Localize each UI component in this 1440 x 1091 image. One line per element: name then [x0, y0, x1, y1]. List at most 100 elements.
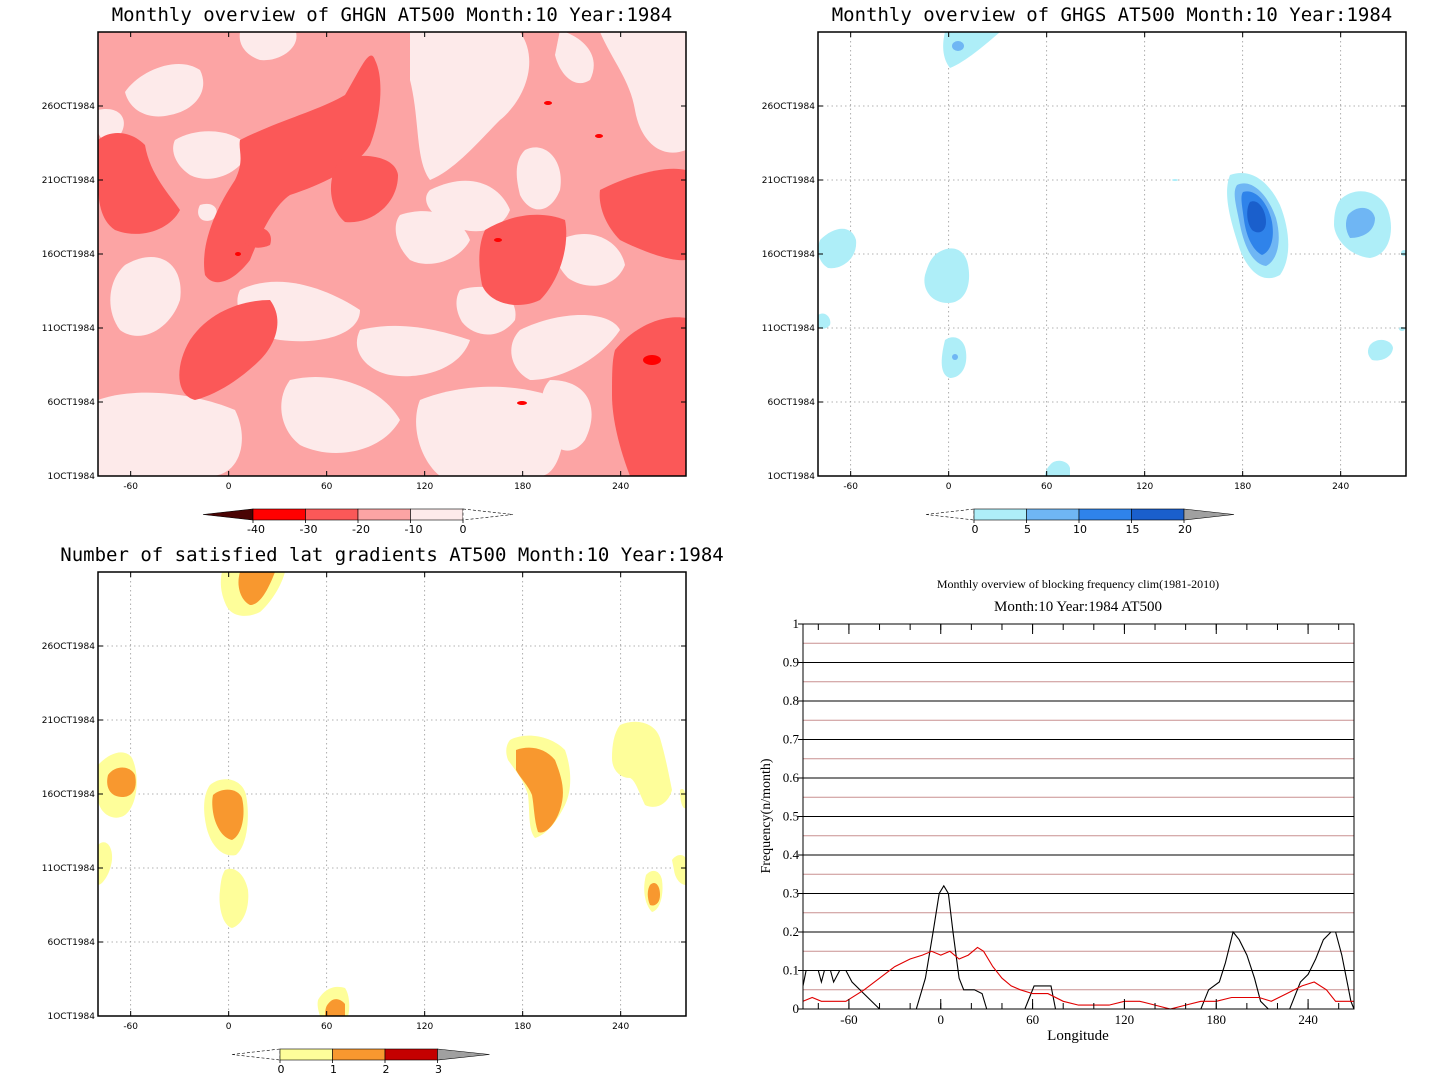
ghgs-colorbar-over-triangle [1183, 508, 1235, 521]
blocking-series-black-line [802, 884, 1355, 1010]
blocking-ylabel: Frequency(n/month) [759, 758, 774, 873]
lat-gradients-title: Number of satisfied lat gradients AT500 … [60, 544, 723, 566]
ghgs-level-15-20 [1247, 201, 1266, 233]
ghgn-y-tick-label: 26OCT1984 [42, 102, 95, 112]
blocking-y-tick-label: 0.2 [783, 924, 799, 939]
ghgn-field [98, 32, 686, 476]
ghgs-y-tick-label: 16OCT1984 [762, 250, 815, 260]
ghgs-colorbar-label: 10 [1073, 523, 1087, 536]
ghgs-field [818, 32, 1406, 476]
ghgn-colorbar-label: -10 [405, 523, 423, 536]
blocking-x-tick-label: 180 [1207, 1012, 1227, 1027]
lat-y-tick-label: 16OCT1984 [42, 790, 95, 800]
ghgs-colorbar-label: 0 [972, 523, 979, 536]
ghgs-x-tick-label: 0 [946, 482, 952, 492]
lat-colorbar-swatch [384, 1048, 438, 1061]
blocking-y-tick-label: 0.5 [783, 809, 799, 824]
ghgs-colorbar-swatch [1026, 508, 1080, 521]
ghgn-colorbar-over-triangle [462, 508, 514, 521]
lat-y-tick-label: 26OCT1984 [42, 642, 95, 652]
ghgn-x-tick-label: 0 [226, 482, 232, 492]
lat-colorbar-label: 1 [330, 1063, 337, 1076]
ghgs-panel: Monthly overview of GHGS AT500 Month:10 … [762, 4, 1407, 536]
blocking-y-tick-label: 0 [793, 1001, 800, 1016]
ghgn-y-tick-label: 1OCT1984 [48, 472, 96, 482]
lat-colorbar-label: 3 [435, 1063, 442, 1076]
ghgs-y-tick-label: 6OCT1984 [768, 398, 816, 408]
ghgn-colorbar-label: 0 [460, 523, 467, 536]
ghgn-colorbar-swatch [305, 508, 359, 521]
lat-x-tick-label: 240 [612, 1022, 629, 1032]
lat-gradients-x-axis: -60 0 60 120 180 240 [123, 572, 630, 1032]
blocking-reference-lines [803, 642, 1354, 991]
lat-colorbar-label: 2 [383, 1063, 390, 1076]
ghgn-strong-spots [235, 101, 661, 405]
lat-gradients-field [98, 572, 686, 1016]
blocking-x-tick-label: 0 [938, 1012, 945, 1027]
ghgn-y-tick-label: 21OCT1984 [42, 176, 95, 186]
ghgn-x-tick-label: 60 [321, 482, 333, 492]
ghgs-colorbar: 0 5 10 15 20 [925, 508, 1235, 536]
lat-colorbar-swatch [332, 1048, 386, 1061]
lat-x-tick-label: -60 [123, 1022, 138, 1032]
lat-y-tick-label: 6OCT1984 [48, 938, 96, 948]
blocking-y-tick-label: 0.7 [783, 732, 800, 747]
ghgs-x-tick-label: 180 [1234, 482, 1251, 492]
blocking-x-axis: -60 0 60 120 180 240 [817, 624, 1340, 1027]
ghgs-x-tick-label: 240 [1332, 482, 1349, 492]
lat-x-tick-label: 0 [226, 1022, 232, 1032]
ghgs-y-tick-label: 11OCT1984 [762, 324, 815, 334]
ghgs-x-axis: -60 0 60 120 180 240 [843, 32, 1350, 492]
ghgn-colorbar-label: -40 [247, 523, 265, 536]
lat-x-tick-label: 180 [514, 1022, 531, 1032]
lat-gradients-grid [98, 572, 686, 1016]
lat-gradients-panel: Number of satisfied lat gradients AT500 … [42, 544, 724, 1076]
blocking-series-red-line [802, 946, 1354, 1010]
lat-level-1-2 [107, 572, 660, 1016]
blocking-x-tick-label: 120 [1115, 1012, 1135, 1027]
ghgn-title: Monthly overview of GHGN AT500 Month:10 … [112, 4, 673, 26]
blocking-y-tick-label: 1 [793, 616, 800, 631]
blocking-y-tick-label: 0.8 [783, 693, 799, 708]
lat-y-tick-label: 1OCT1984 [48, 1012, 96, 1022]
ghgn-panel: Monthly overview of GHGN AT500 Month:10 … [42, 4, 687, 536]
ghgn-colorbar-label: -20 [352, 523, 370, 536]
ghgn-colorbar-swatch [410, 508, 464, 521]
lat-y-tick-label: 11OCT1984 [42, 864, 95, 874]
blocking-title: Monthly overview of blocking frequency c… [937, 577, 1219, 591]
ghgs-y-tick-label: 21OCT1984 [762, 176, 815, 186]
ghgn-colorbar-swatch [252, 508, 306, 521]
ghgs-level-5-10 [952, 41, 1375, 360]
ghgs-x-tick-label: -60 [843, 482, 858, 492]
blocking-series [802, 884, 1355, 1010]
ghgn-x-tick-label: -60 [123, 482, 138, 492]
blocking-x-tick-label: -60 [840, 1012, 857, 1027]
blocking-y-tick-label: 0.3 [783, 886, 799, 901]
blocking-y-tick-label: 0.9 [783, 655, 799, 670]
blocking-frequency-panel: Monthly overview of blocking frequency c… [759, 577, 1355, 1044]
ghgs-colorbar-swatch [1078, 508, 1132, 521]
ghgn-y-tick-label: 11OCT1984 [42, 324, 95, 334]
ghgn-x-tick-label: 180 [514, 482, 531, 492]
ghgs-x-tick-label: 120 [1136, 482, 1153, 492]
blocking-y-tick-label: 0.4 [783, 847, 800, 862]
lat-colorbar-swatch [279, 1048, 333, 1061]
blocking-y-tick-label: 0.6 [783, 770, 800, 785]
ghgn-y-axis: 1OCT1984 6OCT1984 11OCT1984 16OCT1984 21OCT1… [42, 102, 686, 482]
ghgs-y-tick-label: 26OCT1984 [762, 102, 815, 112]
lat-gradients-y-axis: 1OCT1984 6OCT1984 11OCT1984 16OCT1984 21OCT1… [42, 642, 686, 1022]
lat-colorbar-under-triangle [231, 1048, 281, 1061]
ghgs-colorbar-label: 5 [1024, 523, 1031, 536]
blocking-subtitle: Month:10 Year:1984 AT500 [994, 599, 1162, 615]
ghgn-colorbar: -40 -30 -20 -10 0 [202, 508, 514, 536]
lat-gradients-colorbar: 0 1 2 3 [231, 1048, 490, 1076]
blocking-y-tick-label: 0.1 [783, 963, 799, 978]
ghgs-colorbar-label: 20 [1178, 523, 1192, 536]
lat-x-tick-label: 60 [321, 1022, 333, 1032]
blocking-x-tick-label: 240 [1298, 1012, 1318, 1027]
ghgs-y-axis: 1OCT1984 6OCT1984 11OCT1984 16OCT1984 21OCT1… [762, 102, 1406, 482]
ghgn-colorbar-swatch [357, 508, 411, 521]
ghgn-colorbar-under-triangle [202, 508, 254, 521]
lat-y-tick-label: 21OCT1984 [42, 716, 95, 726]
ghgs-colorbar-under-triangle [925, 508, 975, 521]
